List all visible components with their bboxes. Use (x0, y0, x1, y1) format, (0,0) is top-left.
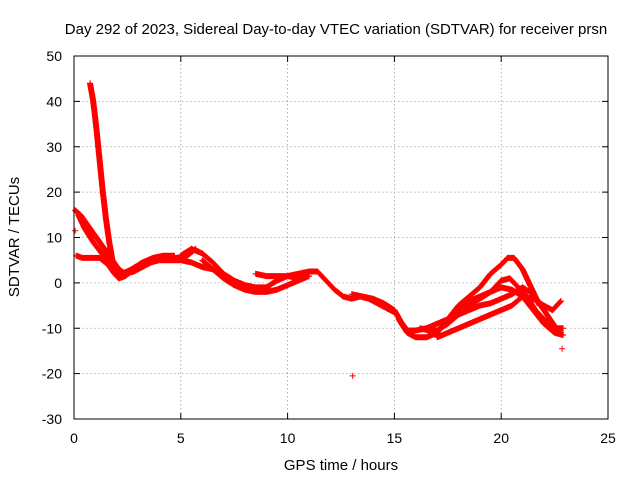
y-tick-label: -20 (42, 366, 62, 382)
y-tick-label: 0 (54, 275, 62, 291)
x-tick-label: 5 (177, 430, 185, 446)
x-axis-label: GPS time / hours (284, 457, 398, 474)
data-series (75, 211, 178, 277)
y-tick-label: -10 (42, 320, 62, 336)
y-axis-tick-labels: -30 -20 -10 0 10 20 30 40 50 (42, 48, 62, 427)
data-series (444, 284, 564, 336)
grid-lines (74, 56, 608, 419)
plus-marker-trace (252, 270, 312, 282)
data-series (252, 270, 312, 282)
data-series (199, 257, 312, 295)
data-markers (72, 80, 567, 379)
plus-marker-trace (72, 227, 566, 379)
x-tick-label: 10 (280, 430, 296, 446)
y-tick-label: 50 (46, 48, 62, 64)
y-tick-label: 20 (46, 184, 62, 200)
y-tick-label: -30 (42, 411, 62, 427)
x-tick-label: 25 (600, 430, 616, 446)
y-tick-label: 10 (46, 230, 62, 246)
x-axis-tick-labels: 0 5 10 15 20 25 (70, 430, 616, 446)
x-tick-label: 15 (387, 430, 403, 446)
plus-marker-trace (75, 211, 178, 277)
x-tick-label: 20 (493, 430, 509, 446)
axis-ticks (73, 55, 609, 420)
chart-title: Day 292 of 2023, Sidereal Day-to-day VTE… (65, 21, 607, 38)
data-series (72, 227, 566, 379)
plus-marker-trace (444, 284, 564, 336)
plus-marker-trace (199, 257, 312, 295)
x-tick-label: 0 (70, 430, 78, 446)
y-tick-label: 30 (46, 139, 62, 155)
y-tick-label: 40 (46, 93, 62, 109)
y-axis-label: SDTVAR / TECUs (6, 177, 23, 297)
